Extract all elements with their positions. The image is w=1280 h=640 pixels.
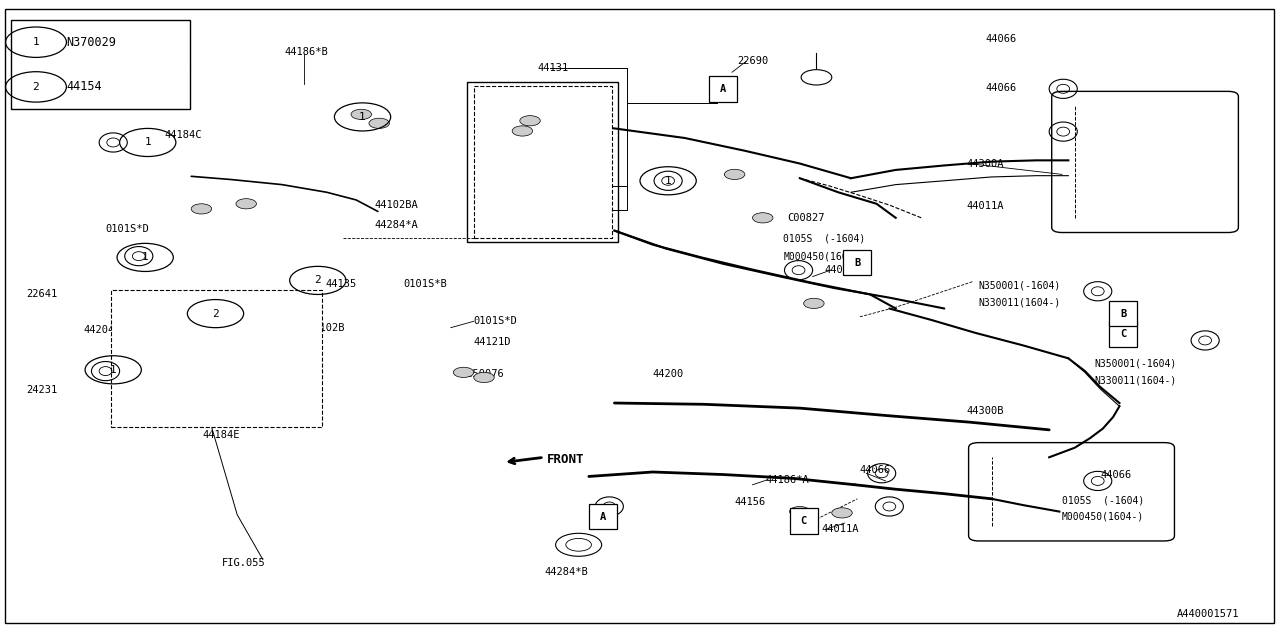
Text: 44204: 44204 (83, 325, 115, 335)
Circle shape (790, 506, 810, 516)
Text: 44300B: 44300B (966, 406, 1004, 416)
Circle shape (724, 170, 745, 179)
Text: 44133: 44133 (531, 181, 563, 191)
Text: 1: 1 (142, 252, 148, 262)
Text: 44156: 44156 (735, 497, 765, 507)
Text: 0101S*D: 0101S*D (474, 316, 517, 326)
Circle shape (236, 198, 256, 209)
FancyBboxPatch shape (467, 83, 618, 242)
Text: M250076: M250076 (461, 369, 504, 380)
FancyBboxPatch shape (709, 76, 737, 102)
Text: A: A (600, 512, 605, 522)
FancyBboxPatch shape (589, 504, 617, 529)
Circle shape (453, 367, 474, 378)
Text: A: A (719, 84, 726, 94)
Text: FIG.055: FIG.055 (221, 557, 266, 568)
FancyBboxPatch shape (844, 250, 872, 275)
Text: C: C (800, 516, 806, 526)
Text: C00827: C00827 (787, 213, 824, 223)
FancyBboxPatch shape (110, 290, 321, 428)
Text: 44102B: 44102B (307, 323, 346, 333)
Text: 44284*B: 44284*B (544, 567, 588, 577)
Circle shape (804, 298, 824, 308)
Text: 22641: 22641 (27, 289, 58, 300)
Text: B: B (1120, 308, 1126, 319)
Text: 2: 2 (212, 308, 219, 319)
Text: 44284*A: 44284*A (374, 221, 417, 230)
Text: 0101S*B: 0101S*B (403, 279, 447, 289)
Text: 1: 1 (110, 365, 116, 375)
Text: 0101S*A: 0101S*A (531, 205, 575, 215)
FancyBboxPatch shape (790, 508, 818, 534)
FancyBboxPatch shape (1052, 92, 1238, 232)
FancyBboxPatch shape (969, 443, 1175, 541)
Text: 1: 1 (360, 112, 366, 122)
Circle shape (191, 204, 211, 214)
Text: C: C (1120, 329, 1126, 339)
Text: N350001(-1604): N350001(-1604) (979, 280, 1061, 291)
Circle shape (369, 118, 389, 129)
Text: 22690: 22690 (737, 56, 768, 67)
Text: 44066: 44066 (1101, 470, 1132, 479)
Text: 2: 2 (315, 275, 321, 285)
Text: 1: 1 (32, 37, 40, 47)
Text: 44066: 44066 (824, 265, 855, 275)
Text: N330011(1604-): N330011(1604-) (979, 298, 1061, 308)
Text: 44186*B: 44186*B (284, 47, 328, 57)
Text: M000450(1604-): M000450(1604-) (1062, 512, 1144, 522)
Text: 1: 1 (145, 138, 151, 147)
Text: 24231: 24231 (27, 385, 58, 396)
FancyBboxPatch shape (12, 20, 189, 109)
Text: 44011A: 44011A (822, 524, 859, 534)
Text: 44184E: 44184E (202, 430, 241, 440)
Text: 44184C: 44184C (164, 130, 202, 140)
Text: N330011(1604-): N330011(1604-) (1094, 376, 1176, 386)
Text: 44186*B: 44186*B (215, 393, 260, 403)
Text: 44102BA: 44102BA (374, 200, 417, 210)
Text: 44066: 44066 (860, 465, 891, 475)
Text: N370029: N370029 (67, 36, 116, 49)
FancyBboxPatch shape (1110, 301, 1138, 326)
Text: 44066: 44066 (986, 83, 1016, 93)
Circle shape (351, 109, 371, 120)
FancyBboxPatch shape (474, 86, 612, 238)
Text: 0105S  (-1604): 0105S (-1604) (1062, 495, 1144, 505)
Text: 2: 2 (32, 82, 40, 92)
Text: B: B (854, 257, 860, 268)
Circle shape (753, 212, 773, 223)
Circle shape (520, 116, 540, 126)
Text: A440001571: A440001571 (1178, 609, 1239, 619)
Text: 1: 1 (664, 176, 672, 186)
Text: 44066: 44066 (986, 34, 1016, 44)
Circle shape (512, 126, 532, 136)
Text: 44121D: 44121D (474, 337, 511, 347)
Text: 44131: 44131 (538, 63, 570, 73)
Text: 0101S*D: 0101S*D (105, 224, 150, 234)
Text: 0105S  (-1604): 0105S (-1604) (783, 234, 865, 244)
Text: 44184B: 44184B (189, 298, 228, 308)
Text: 44186*A: 44186*A (765, 475, 809, 484)
Circle shape (832, 508, 852, 518)
Text: 44011A: 44011A (966, 202, 1004, 211)
Text: M000450(1604-): M000450(1604-) (783, 251, 865, 261)
Text: FRONT: FRONT (547, 452, 584, 466)
FancyBboxPatch shape (1110, 321, 1138, 347)
Text: 44300A: 44300A (966, 159, 1004, 168)
Circle shape (474, 372, 494, 383)
Text: 0238S: 0238S (499, 95, 531, 105)
Text: 44154: 44154 (67, 81, 102, 93)
Text: 44135: 44135 (325, 279, 357, 289)
Text: 44200: 44200 (653, 369, 684, 380)
Text: N350001(-1604): N350001(-1604) (1094, 358, 1176, 369)
